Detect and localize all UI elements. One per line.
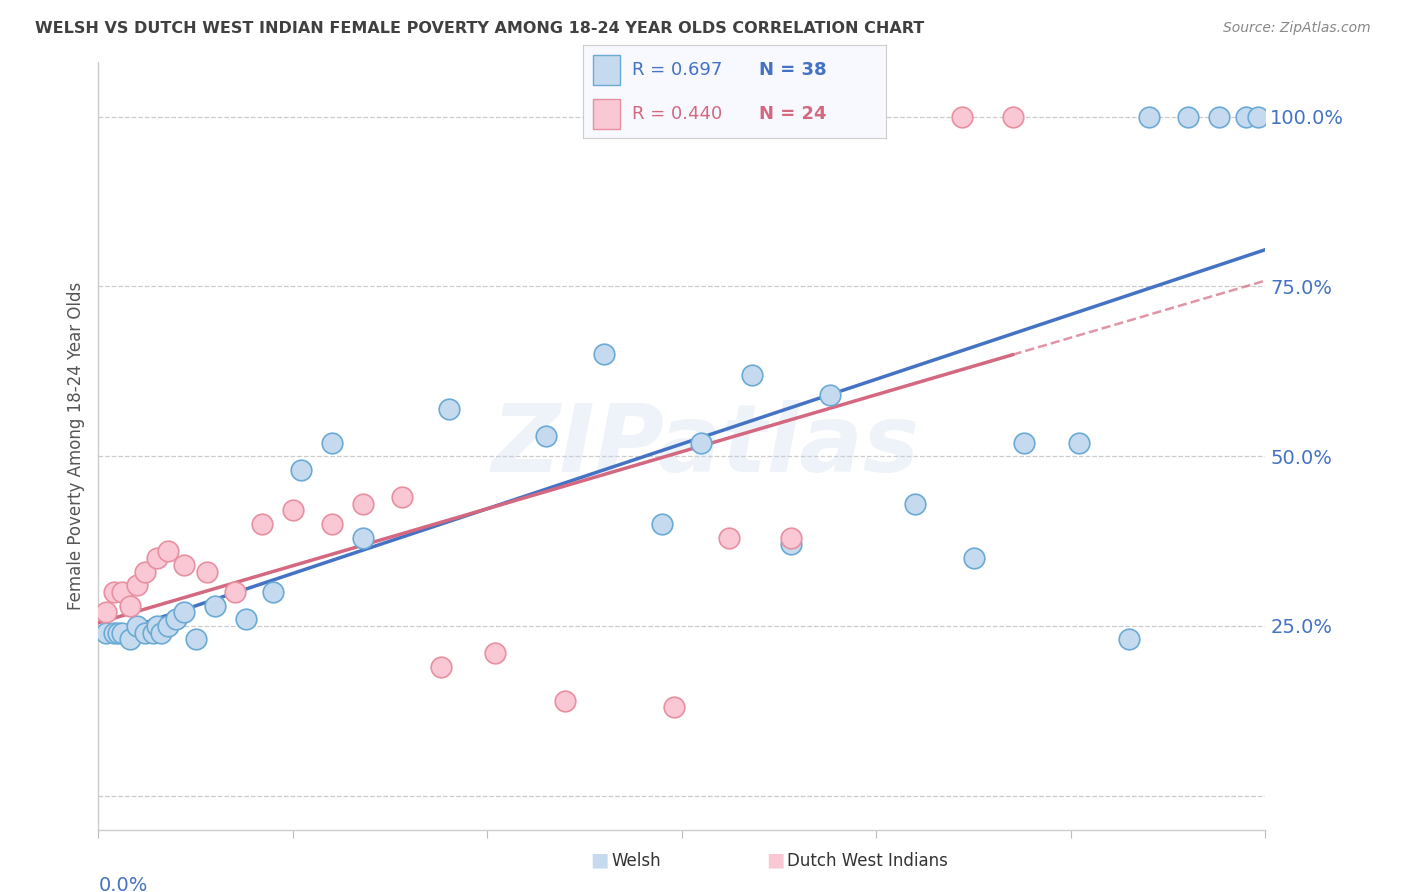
Point [651, 517, 673, 532]
Point [184, 632, 207, 647]
Point [352, 497, 374, 511]
Point [1067, 435, 1090, 450]
Point [224, 585, 246, 599]
Point [484, 646, 506, 660]
Point [1246, 110, 1268, 124]
Point [127, 578, 149, 592]
Point [290, 463, 312, 477]
Point [1234, 110, 1257, 124]
Point [103, 625, 125, 640]
Text: Dutch West Indians: Dutch West Indians [787, 852, 948, 870]
Text: WELSH VS DUTCH WEST INDIAN FEMALE POVERTY AMONG 18-24 YEAR OLDS CORRELATION CHAR: WELSH VS DUTCH WEST INDIAN FEMALE POVERT… [35, 21, 924, 36]
Point [107, 625, 129, 640]
Point [157, 544, 180, 558]
Point [437, 401, 460, 416]
Point [904, 497, 927, 511]
Point [391, 490, 413, 504]
Point [146, 619, 169, 633]
Point [950, 110, 973, 124]
Point [149, 625, 172, 640]
Point [96, 625, 118, 640]
Point [262, 585, 284, 599]
Point [96, 605, 118, 619]
Point [1177, 110, 1199, 124]
Point [111, 585, 134, 599]
Point [1208, 110, 1230, 124]
Point [779, 531, 801, 545]
Point [281, 503, 304, 517]
Point [429, 659, 451, 673]
Point [118, 632, 141, 647]
Point [1012, 435, 1035, 450]
Point [779, 537, 801, 551]
Text: N = 24: N = 24 [759, 105, 827, 123]
Point [103, 585, 125, 599]
Point [204, 599, 226, 613]
Point [157, 619, 180, 633]
Point [142, 625, 165, 640]
Point [554, 693, 576, 707]
Point [134, 565, 156, 579]
Point [173, 558, 195, 572]
Point [1001, 110, 1024, 124]
Point [118, 599, 141, 613]
Point [195, 565, 218, 579]
Point [250, 517, 273, 532]
FancyBboxPatch shape [592, 99, 620, 129]
Point [690, 435, 713, 450]
Point [1118, 632, 1140, 647]
Point [235, 612, 257, 626]
Point [352, 531, 374, 545]
Text: R = 0.440: R = 0.440 [631, 105, 723, 123]
Point [134, 625, 156, 640]
Text: N = 38: N = 38 [759, 61, 827, 78]
Point [165, 612, 187, 626]
Text: ■: ■ [591, 851, 609, 870]
Text: R = 0.697: R = 0.697 [631, 61, 723, 78]
Point [534, 429, 557, 443]
Point [717, 531, 740, 545]
Text: 0.0%: 0.0% [98, 876, 148, 892]
Point [962, 551, 984, 566]
Text: ■: ■ [766, 851, 785, 870]
Point [662, 700, 685, 714]
Point [1137, 110, 1160, 124]
Text: Welsh: Welsh [612, 852, 661, 870]
Y-axis label: Female Poverty Among 18-24 Year Olds: Female Poverty Among 18-24 Year Olds [66, 282, 84, 610]
Point [173, 605, 195, 619]
Point [127, 619, 149, 633]
Point [593, 347, 616, 361]
Text: ZIPatlas: ZIPatlas [491, 400, 920, 492]
Point [321, 517, 343, 532]
Point [818, 388, 841, 402]
Point [146, 551, 169, 566]
Point [321, 435, 343, 450]
Point [741, 368, 763, 382]
Point [111, 625, 134, 640]
FancyBboxPatch shape [592, 55, 620, 85]
Text: Source: ZipAtlas.com: Source: ZipAtlas.com [1223, 21, 1371, 35]
